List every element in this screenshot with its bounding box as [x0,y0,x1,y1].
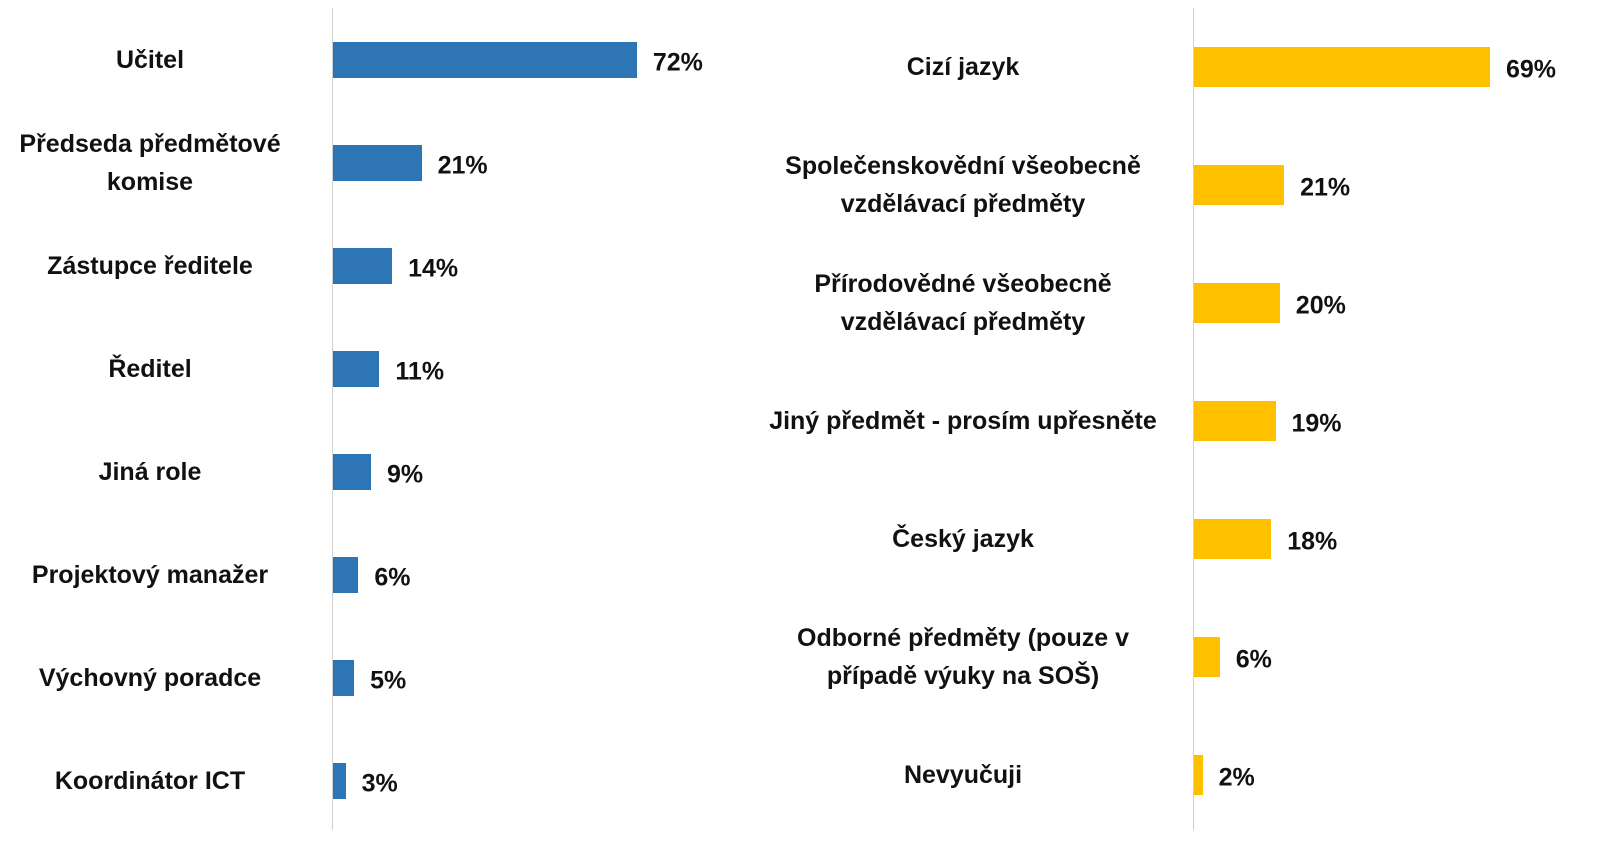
value-label: 19% [1291,409,1342,438]
category-label: Jiná role [98,458,202,486]
category-label: Zástupce ředitele [47,252,253,280]
value-label: 21% [1300,173,1351,202]
category-label: Společenskovědní všeobecně vzdělávací př… [785,152,1141,218]
value-label: 9% [386,460,424,489]
bar [1194,519,1272,559]
bar [333,763,346,799]
value-label: 21% [437,151,488,180]
value-label: 18% [1287,527,1338,556]
bar [333,454,371,490]
category-label: Odborné předměty (pouze v případě výuky … [797,624,1129,690]
bar [1194,47,1490,87]
bar [333,42,637,78]
bar [333,660,355,696]
value-label: 3% [361,769,398,798]
category-label: Ředitel [108,355,192,383]
value-label: 6% [1235,645,1272,674]
axis-line [332,8,333,830]
category-label: Jiný předmět - prosím upřesněte [769,407,1157,435]
value-label: 11% [395,357,445,386]
category-label: Učitel [115,46,185,74]
category-label: Výchovný poradce [38,664,262,692]
bar [1194,637,1220,677]
category-label: Cizí jazyk [906,53,1020,81]
value-label: 72% [652,48,703,77]
category-label: Přírodovědné všeobecně vzdělávací předmě… [814,270,1112,336]
bar [333,145,422,181]
axis-line [1193,8,1194,830]
bar [1194,165,1285,205]
value-label: 20% [1295,291,1346,320]
bar [1194,401,1276,441]
value-label: 14% [408,254,459,283]
value-label: 5% [370,666,407,695]
category-label: Předseda předmětové komise [19,130,281,196]
bar [333,248,393,284]
value-label: 69% [1506,55,1557,84]
value-label: 2% [1218,763,1255,792]
category-label: Český jazyk [892,525,1034,553]
bar [333,351,380,387]
bar [1194,283,1280,323]
bar [1194,755,1203,795]
category-label: Koordinátor ICT [54,767,246,795]
category-label: Nevyučuji [903,761,1023,789]
bar [333,557,359,593]
category-label: Projektový manažer [31,561,269,589]
value-label: 6% [374,563,411,592]
